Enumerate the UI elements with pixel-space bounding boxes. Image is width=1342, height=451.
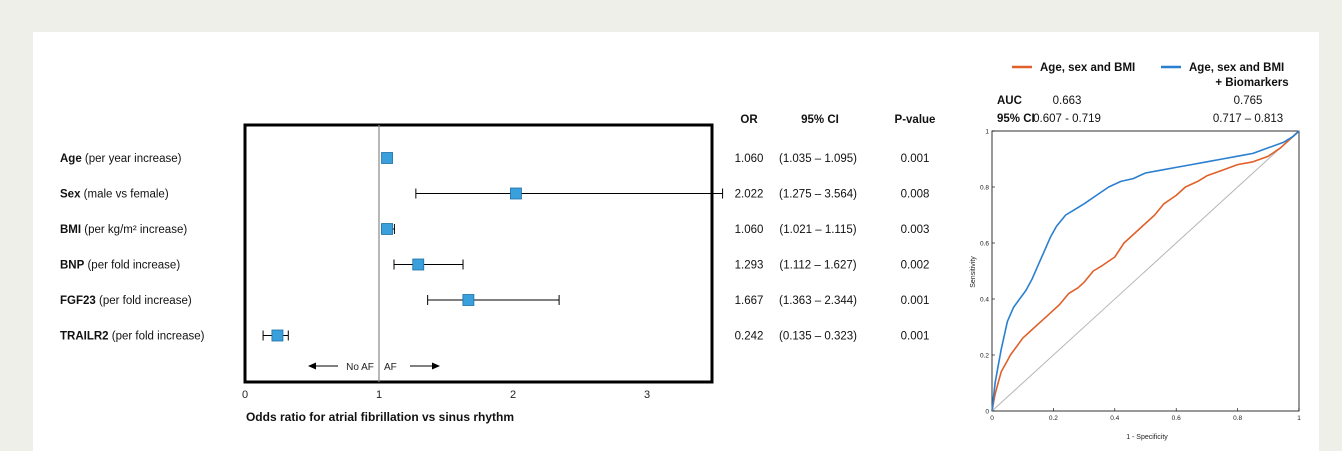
row-label-name: BMI bbox=[60, 224, 81, 236]
row-label-detail: (per kg/m² increase) bbox=[81, 224, 187, 236]
ci-value: (1.112 – 1.627) bbox=[779, 260, 856, 272]
right-arrow-icon bbox=[432, 362, 440, 370]
p-value: 0.001 bbox=[901, 295, 930, 307]
row-label: BNP (per fold increase) bbox=[60, 260, 180, 272]
forest-x-ticks: 0 1 2 3 bbox=[242, 389, 650, 401]
or-value: 0.242 bbox=[735, 331, 764, 343]
ci-column-header: 95% CI bbox=[801, 114, 839, 126]
roc-y-tick: 0.2 bbox=[980, 353, 989, 360]
p-value: 0.008 bbox=[901, 189, 930, 201]
roc-plot: Age, sex and BMI Age, sex and BMI + Bioma… bbox=[970, 62, 1301, 441]
roc-frame bbox=[991, 130, 1300, 412]
roc-y-tick: 0.4 bbox=[980, 297, 989, 304]
left-arrow-icon bbox=[308, 362, 316, 370]
ci-value-biomarkers: 0.717 – 0.813 bbox=[1213, 113, 1283, 125]
roc-stats: AUC 0.663 0.765 95% CI 0.607 - 0.719 0.7… bbox=[997, 95, 1283, 125]
row-label-name: BNP bbox=[60, 260, 85, 272]
roc-x-tick: 0.6 bbox=[1172, 415, 1181, 422]
forest-frame bbox=[243, 123, 714, 384]
roc-x-tick: 0.4 bbox=[1110, 415, 1119, 422]
roc-x-tick: 0.8 bbox=[1233, 415, 1242, 422]
or-marker bbox=[510, 187, 522, 200]
auc-label: AUC bbox=[997, 95, 1022, 107]
p-value: 0.002 bbox=[901, 260, 930, 272]
p-value: 0.003 bbox=[901, 224, 930, 236]
auc-value-biomarkers: 0.765 bbox=[1234, 95, 1263, 107]
or-value: 1.060 bbox=[735, 153, 764, 165]
row-label-name: Sex bbox=[60, 189, 81, 201]
forest-x-tick: 1 bbox=[376, 389, 382, 401]
roc-x-tick: 0.2 bbox=[1049, 415, 1058, 422]
row-label-detail: (per year increase) bbox=[82, 153, 182, 165]
or-value: 1.667 bbox=[735, 295, 764, 307]
ci-label: 95% CI bbox=[997, 113, 1035, 125]
row-label: TRAILR2 (per fold increase) bbox=[60, 331, 205, 343]
roc-y-tick: 1 bbox=[985, 129, 989, 136]
row-label: FGF23 (per fold increase) bbox=[60, 295, 192, 307]
forest-x-axis-label: Odds ratio for atrial fibrillation vs si… bbox=[246, 410, 514, 424]
or-marker bbox=[271, 329, 284, 342]
row-label-name: TRAILR2 bbox=[60, 331, 109, 343]
ci-value: (0.135 – 0.323) bbox=[779, 331, 857, 343]
or-marker bbox=[381, 152, 393, 164]
roc-y-tick: 0.8 bbox=[980, 185, 989, 192]
forest-plot: No AF AF 0 1 2 3 Odds ratio for atrial fibr… bbox=[242, 114, 936, 424]
forest-rows bbox=[262, 152, 724, 342]
roc-curves bbox=[991, 130, 1300, 412]
legend-label-clinical: Age, sex and BMI bbox=[1040, 62, 1135, 74]
or-marker bbox=[381, 223, 393, 235]
or-marker bbox=[462, 294, 475, 306]
forest-x-tick: 0 bbox=[242, 389, 248, 401]
p-value: 0.001 bbox=[901, 153, 930, 165]
row-label-name: FGF23 bbox=[60, 295, 96, 307]
or-value: 2.022 bbox=[735, 189, 764, 201]
legend-label-line-2: + Biomarkers bbox=[1215, 77, 1288, 89]
ci-value: (1.021 – 1.115) bbox=[779, 224, 856, 236]
roc-curve-clinical bbox=[991, 130, 1300, 412]
auc-value-clinical: 0.663 bbox=[1053, 95, 1082, 107]
roc-y-tick: 0.6 bbox=[980, 241, 989, 248]
ci-value: (1.035 – 1.095) bbox=[779, 153, 857, 165]
row-label-detail: (per fold increase) bbox=[96, 295, 192, 307]
p-column-header: P-value bbox=[895, 114, 936, 126]
ci-value: (1.363 – 2.344) bbox=[779, 295, 857, 307]
af-label: AF bbox=[384, 362, 397, 373]
legend-label-biomarkers: Age, sex and BMI + Biomarkers bbox=[1189, 62, 1289, 89]
roc-curve-biomarkers bbox=[991, 130, 1300, 412]
roc-x-axis-label: 1 - Specificity bbox=[1126, 434, 1168, 441]
or-marker bbox=[412, 258, 425, 271]
no-af-label: No AF bbox=[346, 362, 374, 373]
p-value: 0.001 bbox=[901, 331, 930, 343]
row-label: BMI (per kg/m² increase) bbox=[60, 224, 187, 236]
or-column-header: OR bbox=[740, 114, 758, 126]
legend-label-line-1: Age, sex and BMI bbox=[1189, 62, 1284, 74]
row-label-detail: (per fold increase) bbox=[109, 331, 205, 343]
row-label-name: Age bbox=[60, 153, 82, 165]
roc-y-tick: 0 bbox=[985, 409, 989, 416]
row-label-detail: (per fold increase) bbox=[84, 260, 180, 272]
row-label: Age (per year increase) bbox=[60, 153, 182, 165]
row-label-detail: (male vs female) bbox=[80, 189, 168, 201]
roc-axes: 0 0.2 0.4 0.6 0.8 1 0 0.2 0.4 0.6 0.8 1 bbox=[980, 129, 1301, 423]
or-value: 1.060 bbox=[735, 224, 764, 236]
forest-x-tick: 3 bbox=[644, 389, 650, 401]
ci-value: (1.275 – 3.564) bbox=[779, 189, 857, 201]
roc-y-axis-label: Sensitivity bbox=[970, 256, 977, 288]
roc-x-tick: 0 bbox=[990, 415, 994, 422]
roc-x-tick: 1 bbox=[1297, 415, 1301, 422]
chance-diagonal bbox=[991, 130, 1300, 412]
or-value: 1.293 bbox=[735, 260, 764, 272]
direction-arrows: No AF AF bbox=[308, 362, 440, 373]
forest-x-tick: 2 bbox=[510, 389, 516, 401]
ci-value-clinical: 0.607 - 0.719 bbox=[1033, 113, 1101, 125]
row-label: Sex (male vs female) bbox=[60, 189, 169, 201]
roc-legend: Age, sex and BMI Age, sex and BMI + Bioma… bbox=[1012, 62, 1289, 89]
